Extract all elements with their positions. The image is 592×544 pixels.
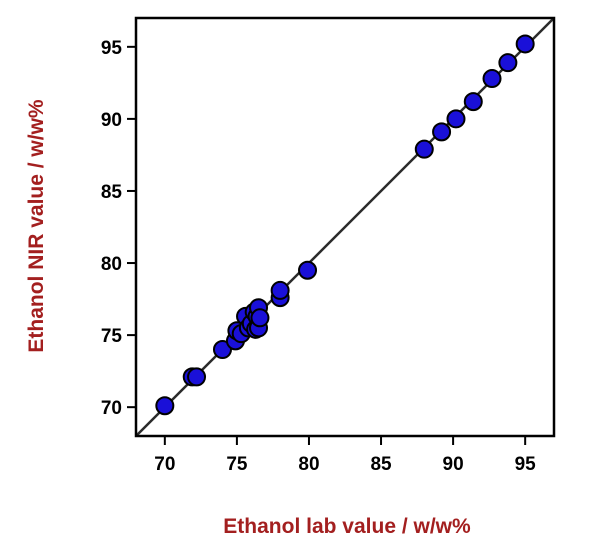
y-axis-label: Ethanol NIR value / w/w% [25, 99, 48, 353]
y-tick-label: 85 [101, 182, 123, 203]
y-axis-ticks: 70 75 80 85 90 95 [101, 38, 136, 419]
plot-frame [134, 16, 556, 438]
identity-line [136, 18, 554, 436]
data-point [414, 139, 434, 159]
data-point [212, 340, 232, 360]
data-point [463, 92, 483, 112]
data-point [298, 260, 318, 280]
data-point [187, 367, 207, 387]
x-tick-label: 70 [154, 454, 175, 475]
data-points [155, 34, 535, 416]
x-axis-ticks: 70 75 80 85 90 95 [154, 436, 536, 475]
y-tick-label: 70 [101, 398, 122, 419]
x-axis-label: Ethanol lab value / w/w% [223, 515, 471, 538]
x-tick-label: 75 [226, 454, 248, 475]
y-tick-label: 90 [101, 110, 122, 131]
y-tick-label: 95 [101, 38, 123, 59]
y-tick-label: 80 [101, 254, 122, 275]
data-point [432, 122, 452, 142]
data-point [498, 53, 518, 73]
data-point [482, 69, 502, 89]
data-point [250, 308, 270, 328]
data-point [155, 396, 175, 416]
x-tick-label: 90 [443, 454, 464, 475]
data-point [446, 109, 466, 129]
x-tick-label: 85 [370, 454, 392, 475]
x-tick-label: 95 [515, 454, 537, 475]
data-point [515, 34, 535, 54]
y-tick-label: 75 [101, 326, 123, 347]
x-tick-label: 80 [298, 454, 319, 475]
data-point [270, 280, 290, 300]
